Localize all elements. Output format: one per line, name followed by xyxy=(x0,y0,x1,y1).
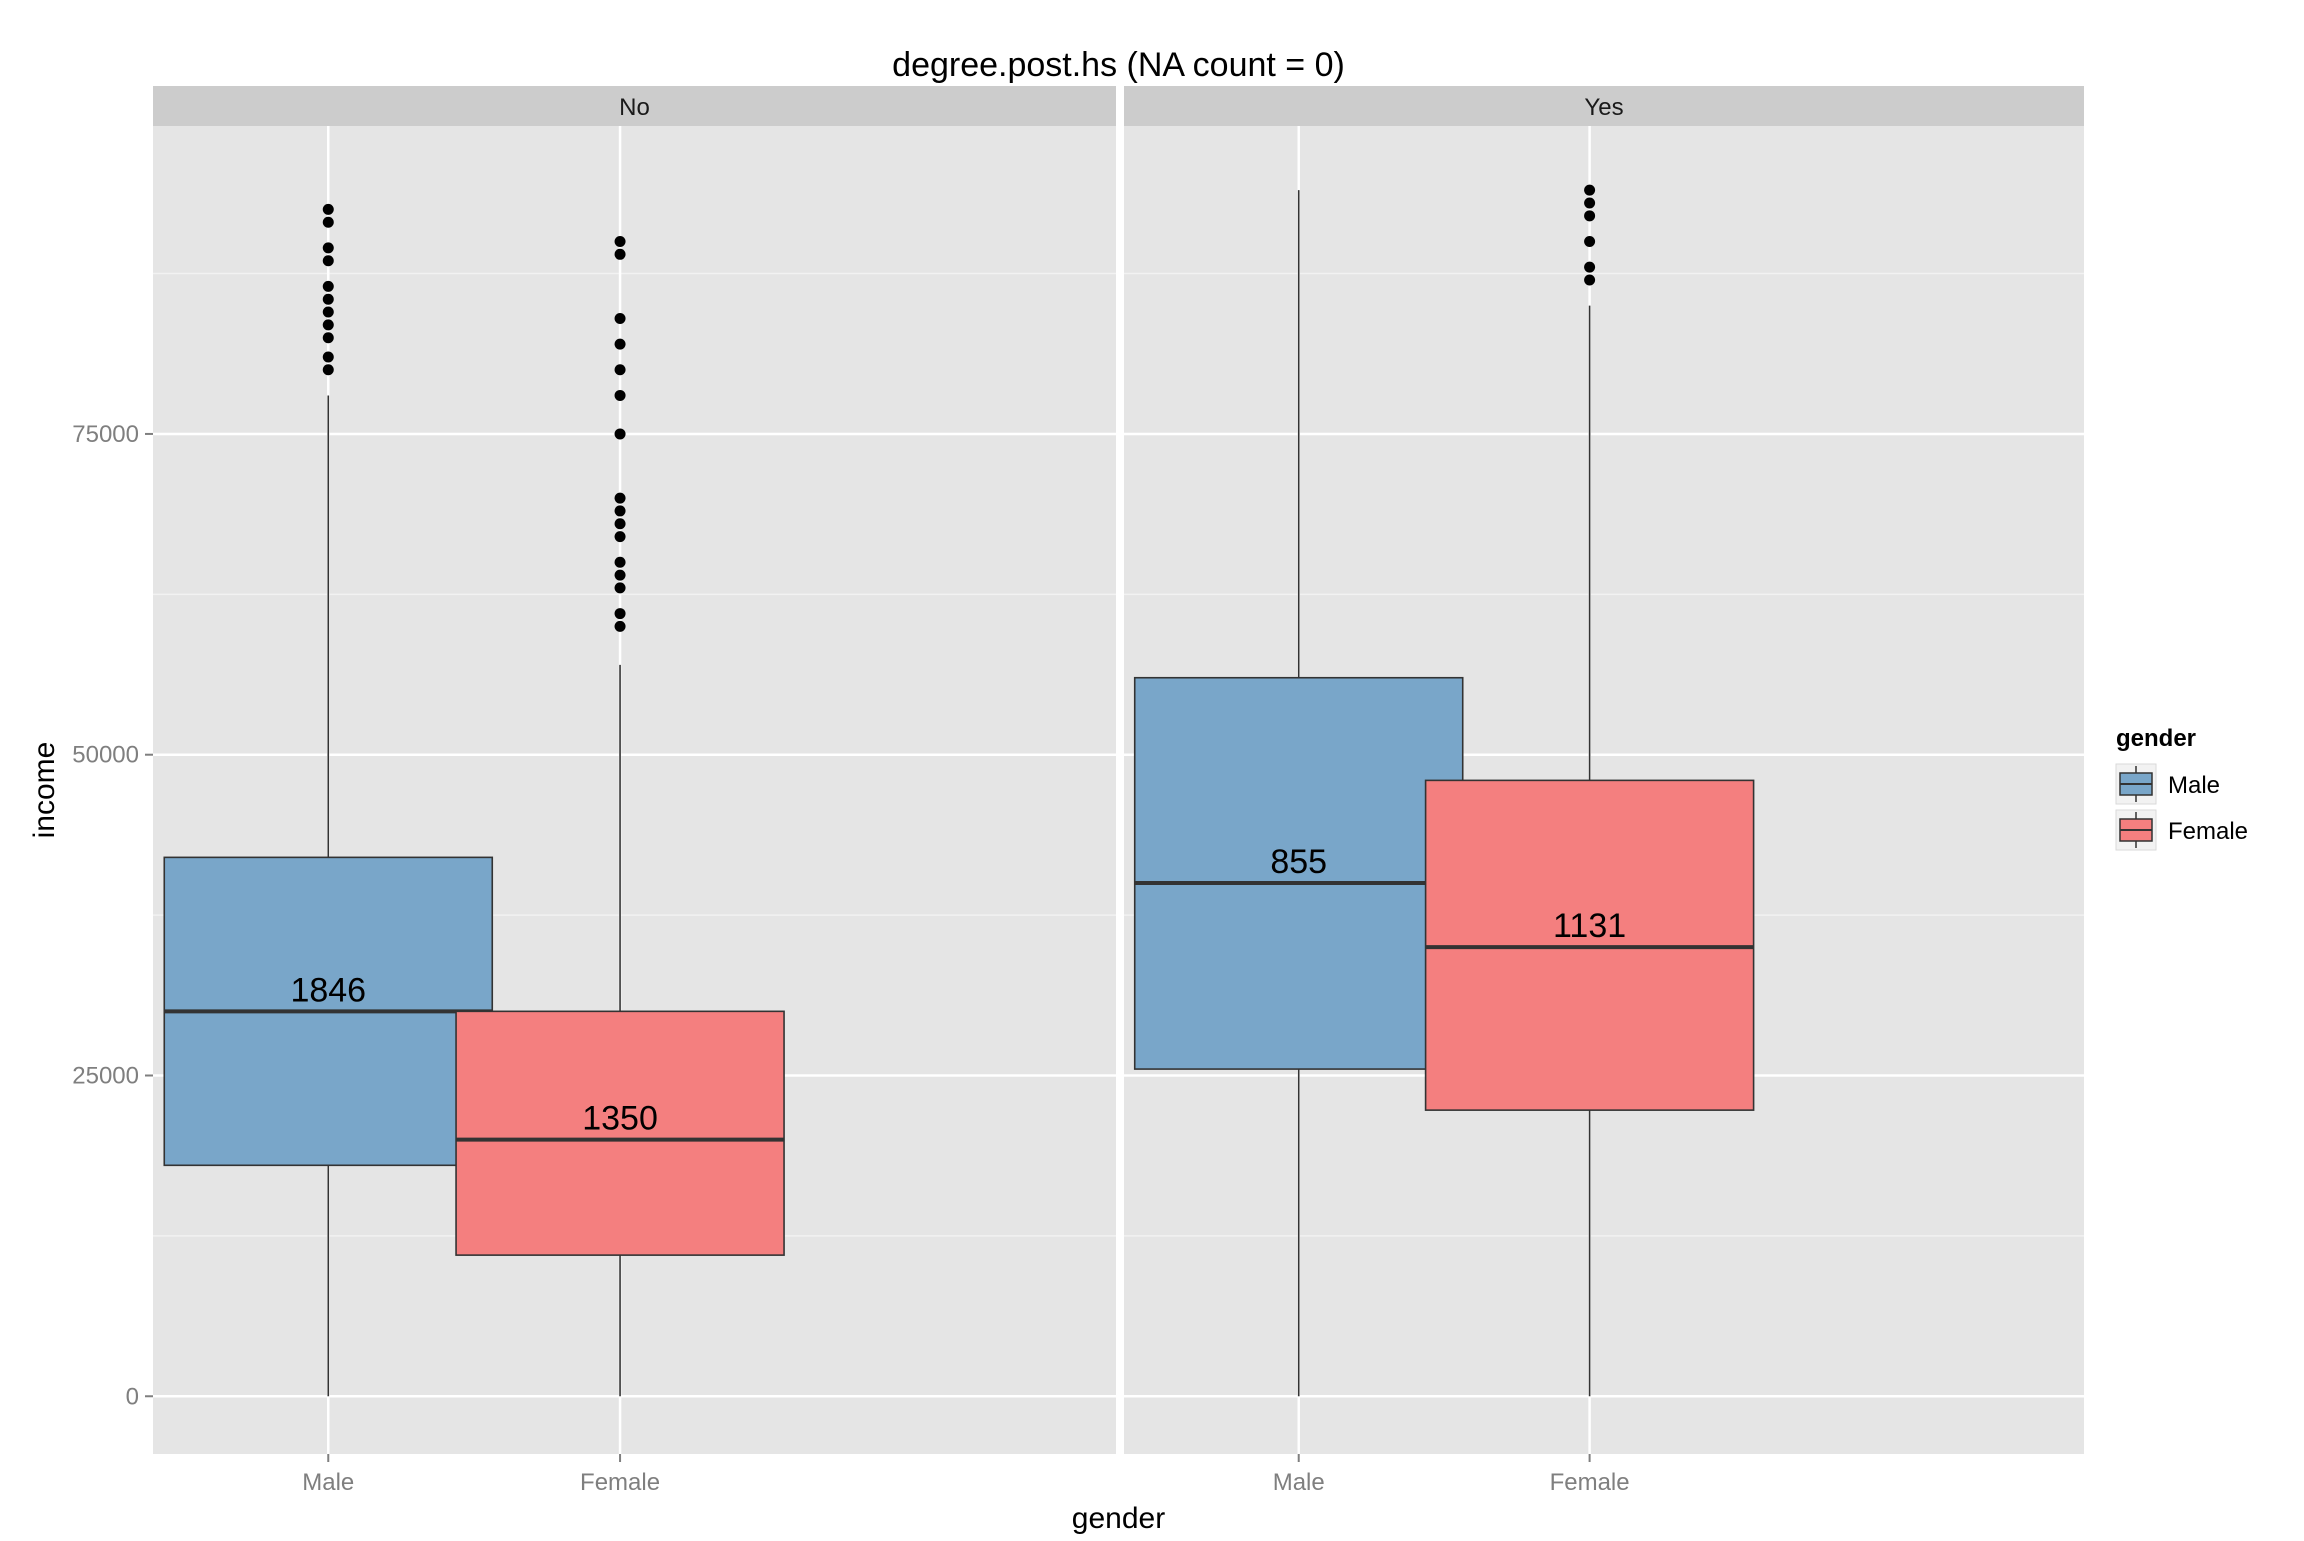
facet-strip-label: No xyxy=(619,94,650,121)
outlier-point xyxy=(614,582,626,594)
outlier-point xyxy=(614,620,626,632)
outlier-point xyxy=(614,518,626,530)
y-axis-title: income xyxy=(28,742,61,839)
facet-panel-no: No 1846 1350 Male Female xyxy=(153,86,1116,1496)
outlier-point xyxy=(1584,210,1596,222)
legend: gender Male Female xyxy=(2115,725,2248,851)
legend-label: Female xyxy=(2168,818,2248,845)
outlier-point xyxy=(614,608,626,620)
outlier-point xyxy=(322,306,334,318)
outlier-point xyxy=(614,338,626,350)
legend-label: Male xyxy=(2168,772,2220,799)
outlier-point xyxy=(1584,235,1596,247)
outlier-point xyxy=(614,492,626,504)
outlier-point xyxy=(1584,274,1596,286)
outlier-point xyxy=(322,255,334,267)
outlier-point xyxy=(614,556,626,568)
outlier-point xyxy=(614,428,626,440)
legend-title: gender xyxy=(2116,725,2196,752)
box-no-female: 1350 xyxy=(455,235,785,1397)
outlier-point xyxy=(322,216,334,228)
facet-strip xyxy=(1124,86,2084,126)
facet-strip-label: Yes xyxy=(1584,94,1623,121)
box-iqr xyxy=(1133,676,1464,1070)
chart-title: degree.post.hs (NA count = 0) xyxy=(892,46,1345,84)
outlier-point xyxy=(322,332,334,344)
y-tick-label: 50000 xyxy=(72,742,139,769)
box-yes-male: 855 xyxy=(1133,190,1464,1397)
outlier-point xyxy=(322,242,334,254)
x-tick-label: Male xyxy=(1273,1469,1325,1496)
legend-item-female: Female xyxy=(2115,809,2248,851)
count-label: 1131 xyxy=(1553,907,1626,945)
outlier-point xyxy=(614,364,626,376)
outlier-point xyxy=(322,319,334,331)
outlier-point xyxy=(614,235,626,247)
outlier-point xyxy=(1584,197,1596,209)
outlier-point xyxy=(614,312,626,324)
box-iqr xyxy=(455,1010,785,1256)
x-tick-label: Male xyxy=(302,1469,354,1496)
x-tick-label: Female xyxy=(580,1469,660,1496)
outlier-point xyxy=(614,248,626,260)
outlier-point xyxy=(322,364,334,376)
outlier-point xyxy=(614,505,626,517)
outlier-point xyxy=(322,351,334,363)
outlier-point xyxy=(322,280,334,292)
x-axis-title: gender xyxy=(1072,1502,1165,1535)
outlier-point xyxy=(322,293,334,305)
facet-panel-yes: Yes 855 1131 Male Female xyxy=(1124,86,2084,1496)
count-label: 1846 xyxy=(290,971,366,1009)
outlier-point xyxy=(614,569,626,581)
outlier-point xyxy=(614,531,626,543)
y-tick-label: 25000 xyxy=(72,1062,139,1089)
outlier-point xyxy=(322,203,334,215)
outlier-point xyxy=(1584,184,1596,196)
y-tick-label: 0 xyxy=(126,1383,139,1410)
outlier-point xyxy=(1584,261,1596,273)
y-tick-label: 75000 xyxy=(72,421,139,448)
box-yes-female: 1131 xyxy=(1424,184,1755,1397)
x-tick-label: Female xyxy=(1550,1469,1630,1496)
count-label: 855 xyxy=(1270,843,1327,881)
box-no-male: 1846 xyxy=(163,203,494,1397)
outlier-point xyxy=(614,389,626,401)
facet-strip xyxy=(153,86,1116,126)
count-label: 1350 xyxy=(582,1100,658,1138)
legend-item-male: Male xyxy=(2115,763,2220,805)
